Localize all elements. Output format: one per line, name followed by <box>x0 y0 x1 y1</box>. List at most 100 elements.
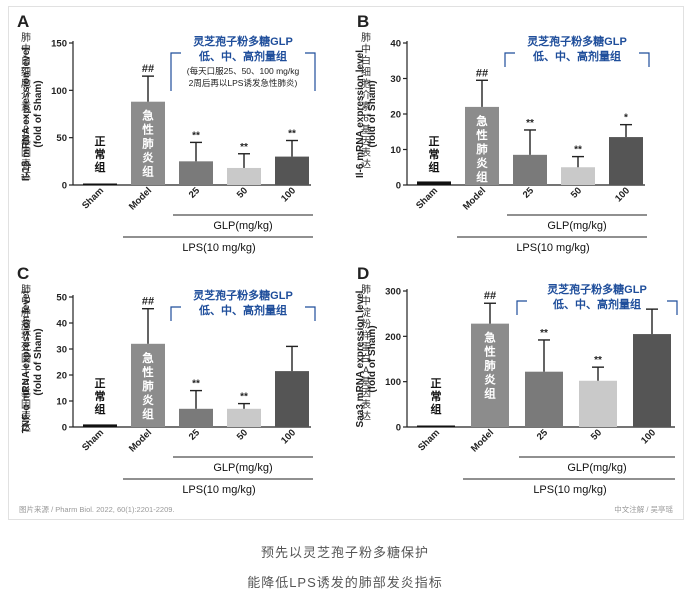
model-group-label-char: 性 <box>142 123 154 137</box>
cn-label-char: 肿 <box>21 306 31 319</box>
model-group-label-char: 肺 <box>142 137 154 151</box>
bar-100 <box>275 371 309 427</box>
bar-25 <box>179 408 213 427</box>
cn-label-char: 基 <box>361 375 371 388</box>
x-tick-label: 25 <box>535 427 551 443</box>
cn-label-char: 瘤 <box>21 318 31 331</box>
x-tick-label-group: 50 <box>235 427 250 442</box>
cn-label-char: 1 <box>23 114 29 125</box>
sham-group-label-char: 常 <box>431 389 442 403</box>
panel-letter: D <box>357 264 369 283</box>
bracket-title-line-1: 灵芝孢子粉多糖GLP <box>193 288 293 302</box>
x-tick-label-group: Model <box>127 185 154 212</box>
bar-sham <box>417 181 451 185</box>
x-tick-label: Sham <box>414 185 440 211</box>
x-tick-label: 25 <box>187 427 203 443</box>
model-group-label-char: 急 <box>484 331 496 345</box>
cn-label-char: 细 <box>21 66 31 79</box>
bar-100 <box>275 156 309 185</box>
x-tick-label-group: 25 <box>187 427 203 443</box>
cn-label-char: 基 <box>21 387 31 400</box>
y-tick-label: 0 <box>396 181 401 192</box>
cn-label-char: 白 <box>21 54 31 67</box>
lps-label: LPS(10 mg/kg) <box>182 484 255 496</box>
cn-label-char: 基 <box>361 123 371 136</box>
significance-label: ## <box>142 63 154 75</box>
cn-label-char: 因 <box>21 399 31 411</box>
significance-label: ## <box>142 296 154 308</box>
cn-label-char: 达 <box>21 170 31 182</box>
x-tick-label-group: 50 <box>589 427 604 442</box>
x-tick-label: Model <box>127 427 154 454</box>
x-tick-label-group: Model <box>461 185 488 212</box>
cn-label-char: 肺 <box>361 32 371 44</box>
cn-label-char: 胞 <box>361 78 371 90</box>
cn-label-char: A <box>363 366 370 377</box>
model-group-label-char: 性 <box>142 365 154 379</box>
significance-label: ** <box>574 145 582 156</box>
figure-panel: A 肺中白细胞介素 1 β 基因表达 Il-1β mRNA expression leve… <box>8 6 684 520</box>
x-tick-label-group: 50 <box>569 185 584 200</box>
bar-50 <box>227 167 261 185</box>
y-axis-title-line: Il-6 mRNA expression level <box>355 50 366 178</box>
y-tick-label: 40 <box>390 39 401 50</box>
model-group-label-char: 急 <box>476 114 488 128</box>
cn-label-char: β <box>23 125 29 136</box>
y-axis-title-line: Saa3 mRNA expression level <box>355 290 366 427</box>
lps-label: LPS(10 mg/kg) <box>182 242 255 254</box>
source-note: 图片来源 / Pharm Biol. 2022, 60(1):2201-2209… <box>19 504 175 514</box>
significance-label: ## <box>476 67 488 79</box>
bracket-right <box>305 306 316 321</box>
model-group-label-char: 组 <box>484 387 496 401</box>
glp-label: GLP(mg/kg) <box>213 220 272 232</box>
cn-label-char: 白 <box>361 54 371 67</box>
y-tick-label: 10 <box>390 145 401 156</box>
cn-label-char: 蛋 <box>361 342 371 354</box>
significance-label: ** <box>540 328 548 339</box>
x-tick-label: Sham <box>80 427 106 453</box>
x-tick-label-group: Sham <box>414 185 440 211</box>
panel-letter: C <box>17 264 29 283</box>
x-tick-label: 100 <box>279 185 298 204</box>
cn-label-char: 表 <box>21 410 31 423</box>
cn-label-char: 粉 <box>361 318 371 331</box>
x-tick-label-group: 25 <box>521 185 537 201</box>
sham-group-label-char: 正 <box>429 135 440 148</box>
bracket-title-line-1: 灵芝孢子粉多糖GLP <box>527 34 627 48</box>
cn-label-char: 坏 <box>21 330 31 342</box>
lps-label: LPS(10 mg/kg) <box>533 484 606 496</box>
x-tick-label: Sham <box>416 427 442 453</box>
model-group-label-char: 肺 <box>142 379 154 393</box>
caption-line-2: 能降低LPS诱发的肺部发炎指标 <box>247 575 443 590</box>
cn-label-char: 素 <box>361 100 371 113</box>
bar-model <box>465 106 499 185</box>
sham-group-label-char: 常 <box>95 389 106 403</box>
x-tick-label-group: Model <box>127 427 154 454</box>
y-axis-title-line: TNF-α mRNA expression level <box>21 291 32 434</box>
x-tick-label: 100 <box>613 185 632 204</box>
sham-group-label-char: 组 <box>431 402 442 416</box>
cn-label-char: 表 <box>361 146 371 159</box>
bracket-title-line-2: 低、中、高剂量组 <box>198 303 287 317</box>
x-tick-label-group: 50 <box>235 185 250 200</box>
x-tick-label: 50 <box>235 427 250 442</box>
bar-model <box>131 101 165 185</box>
cn-label-char: 表 <box>361 398 371 411</box>
significance-label: ** <box>288 129 296 140</box>
bracket-right <box>305 52 316 91</box>
model-group-label-char: 组 <box>142 407 154 421</box>
bracket-title-line-2: 低、中、高剂量组 <box>532 49 621 63</box>
model-group-label-char: 炎 <box>142 152 154 165</box>
glp-label: GLP(mg/kg) <box>567 462 626 474</box>
y-axis-title-line: Il-1β mRNA expression level <box>21 47 32 181</box>
x-tick-label-group: 25 <box>187 185 203 201</box>
cn-label-char: 淀 <box>361 306 371 319</box>
x-tick-label-group: 100 <box>279 427 298 446</box>
model-group-label-char: 炎 <box>476 157 488 170</box>
significance-label: ** <box>240 392 248 403</box>
bracket-left <box>516 300 527 315</box>
sham-group-label-char: 常 <box>95 147 106 161</box>
